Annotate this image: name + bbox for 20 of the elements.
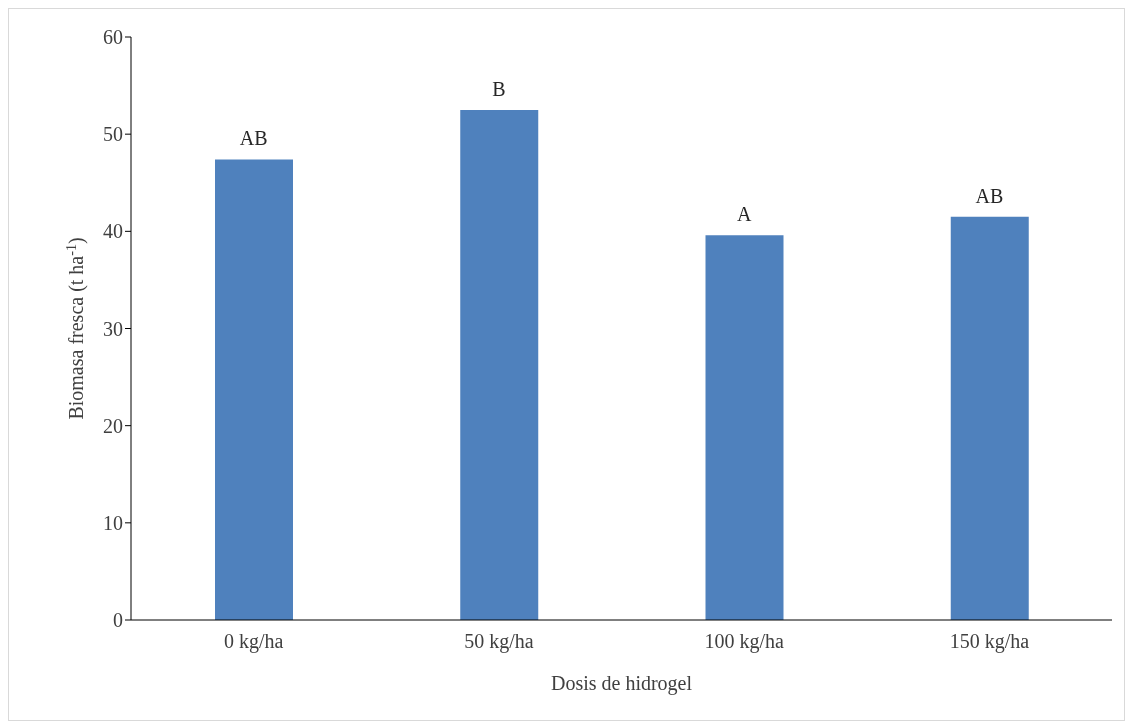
y-tick-label: 40: [103, 220, 123, 243]
bar: [460, 109, 539, 620]
y-tick-label: 30: [103, 317, 123, 340]
x-tick-label: 0 kg/ha: [223, 630, 284, 654]
y-tick-label: 10: [103, 511, 123, 534]
bar: [950, 216, 1029, 620]
annotation: B: [492, 77, 506, 100]
y-tick-label: 0: [113, 609, 123, 632]
y-tick-label: 60: [103, 26, 123, 49]
annotation: AB: [975, 184, 1004, 207]
x-tick-label: 100 kg/ha: [704, 630, 784, 654]
y-tick-label: 20: [103, 414, 123, 437]
x-tick-label: 150 kg/ha: [949, 630, 1030, 654]
bar: [705, 235, 784, 620]
x-axis-title: Dosis de hidrogel: [550, 672, 693, 695]
bar: [215, 159, 293, 620]
annotation: A: [736, 203, 752, 226]
y-tick-label: 50: [103, 123, 123, 146]
x-tick-label: 50 kg/ha: [464, 630, 534, 654]
annotation: AB: [239, 127, 268, 150]
